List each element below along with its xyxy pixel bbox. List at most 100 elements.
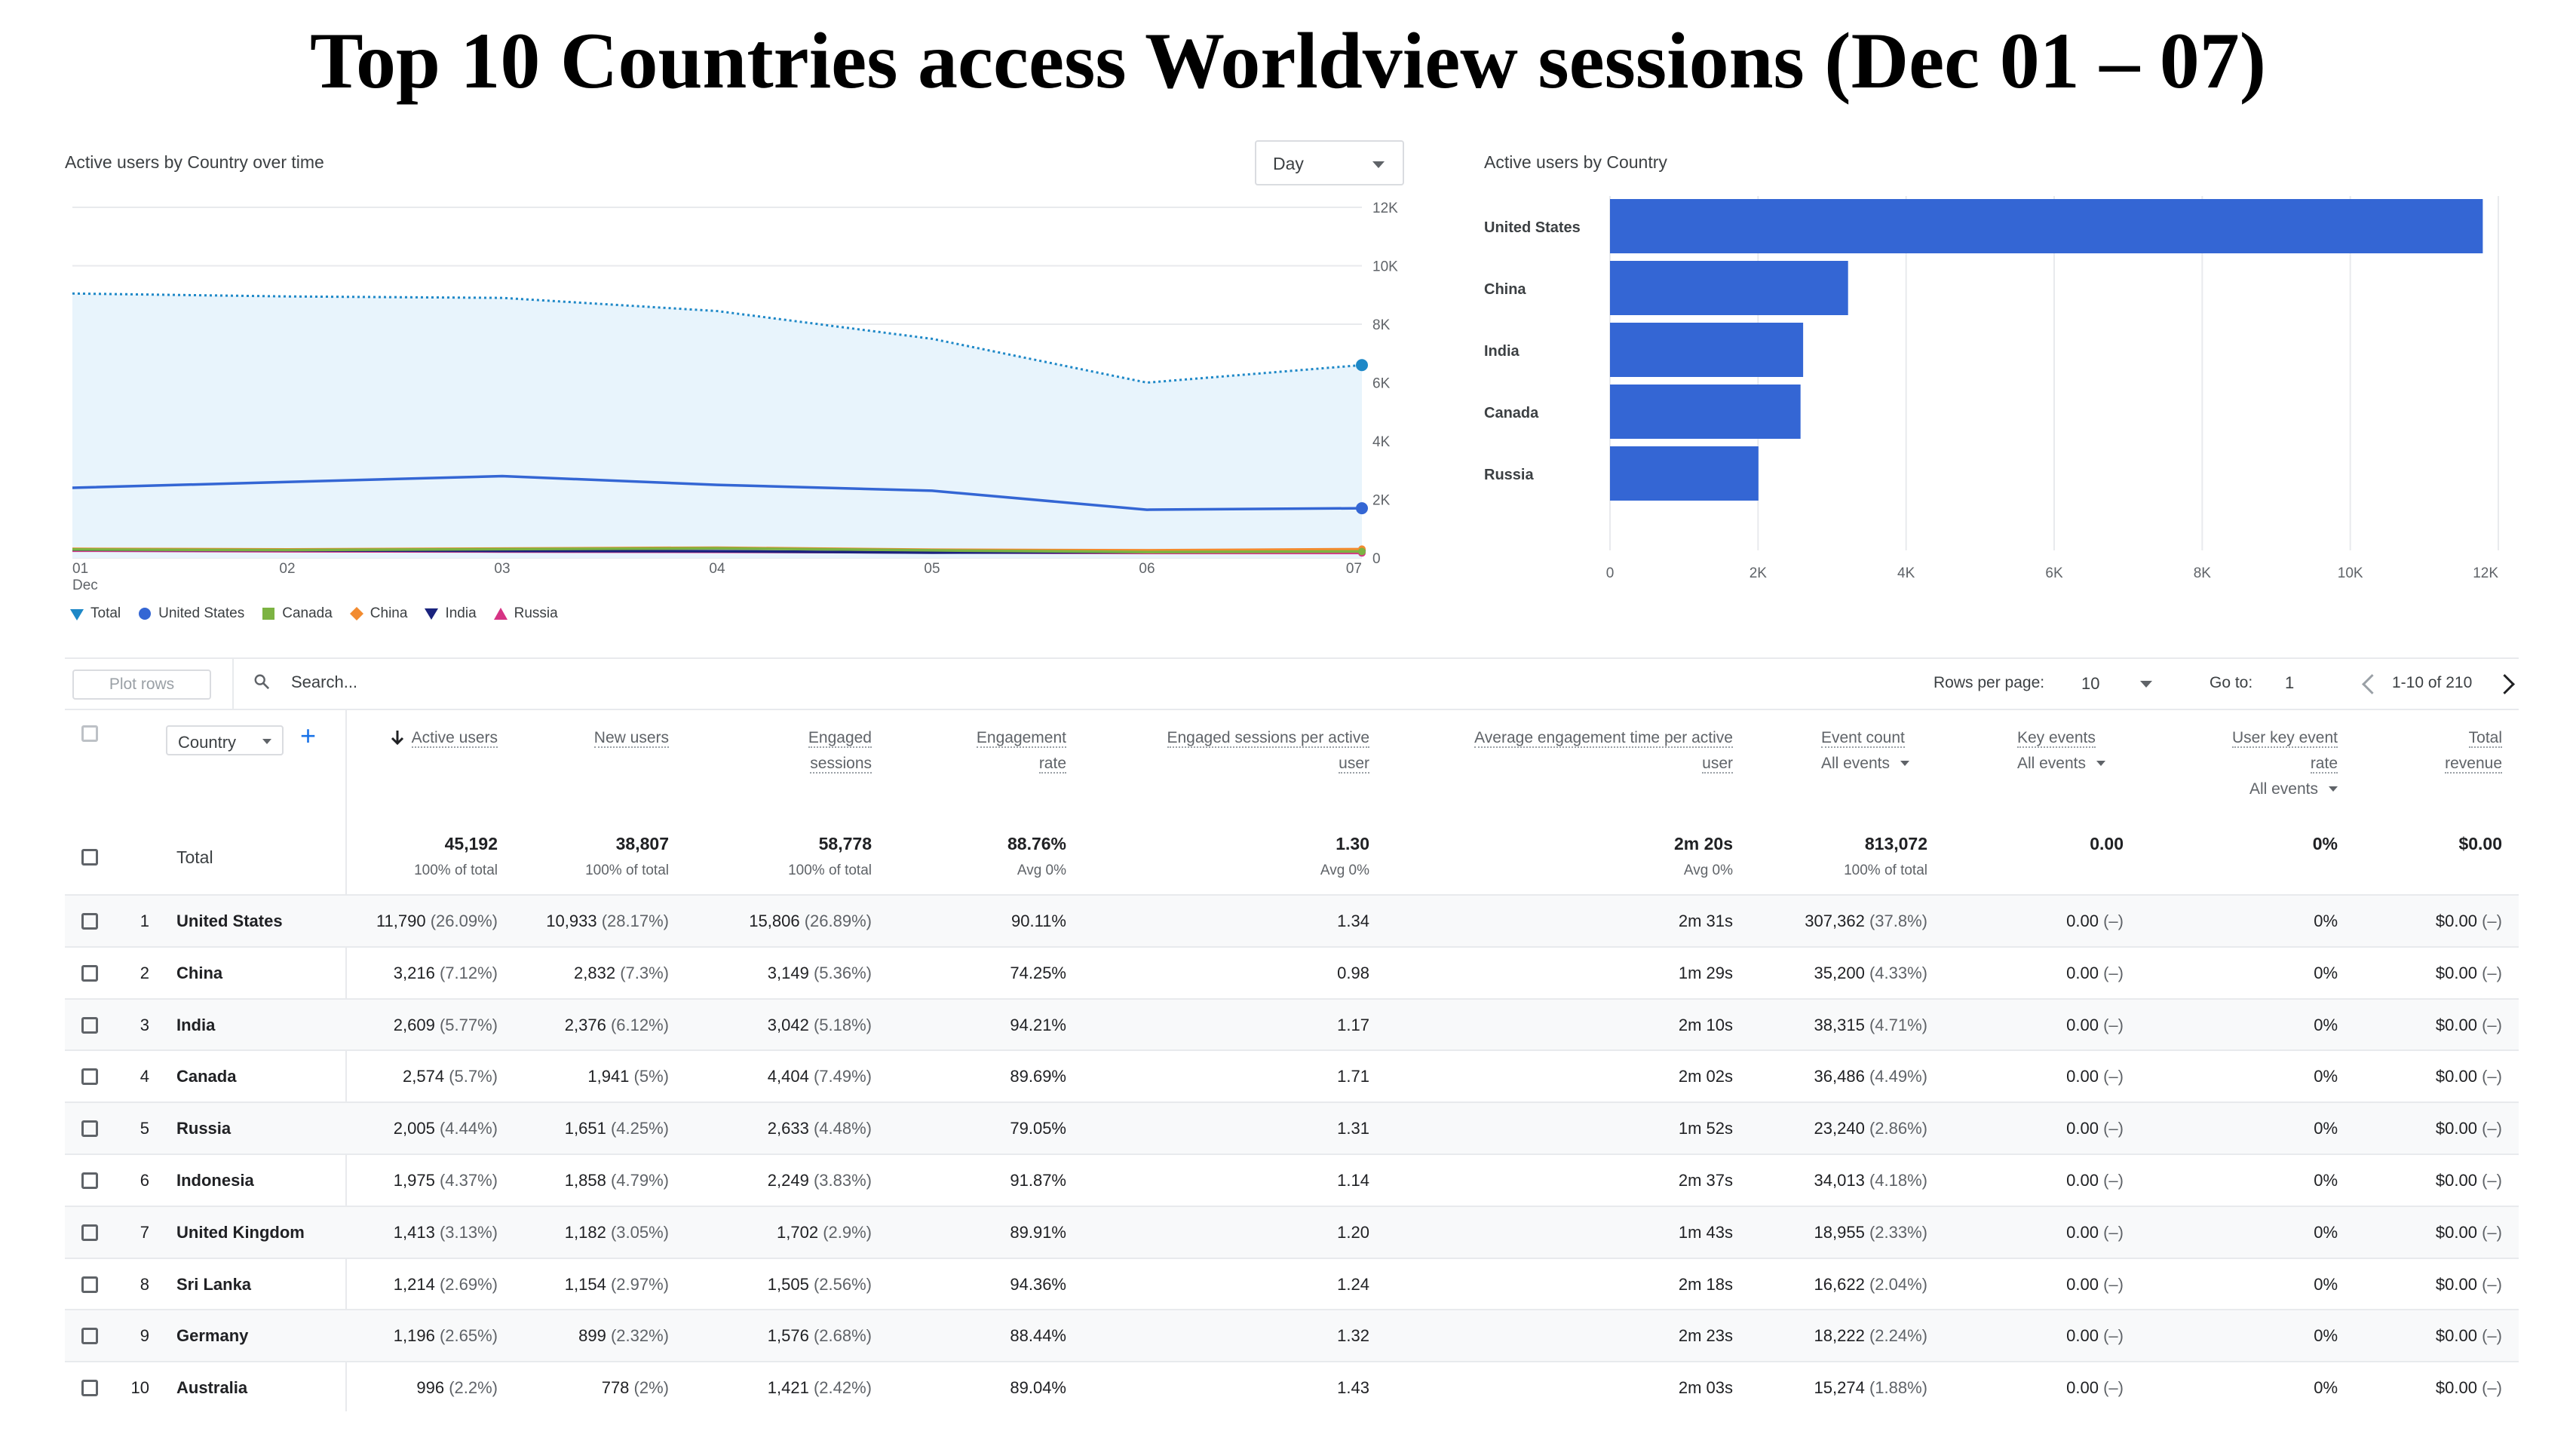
select-all-checkbox[interactable] (81, 725, 98, 742)
cell-sessions-per-user: 1.71 (1337, 1051, 1369, 1102)
legend-label: Total (90, 605, 121, 621)
granularity-value: Day (1273, 154, 1304, 173)
cell-active-users: 2,005 (4.44%) (394, 1103, 498, 1154)
table-row[interactable]: 1 United States 11,790 (26.09%) 10,933 (28.… (65, 894, 2519, 947)
line-chart-title: Active users by Country over time (65, 152, 324, 172)
cell-engaged-sessions: 1,702 (2.9%) (777, 1207, 872, 1258)
col-new-users[interactable]: New users (593, 725, 669, 751)
row-country-link: Indonesia (176, 1155, 254, 1206)
cell-value: $0.00 (2435, 912, 2477, 930)
table-row[interactable]: 6 Indonesia 1,975 (4.37%) 1,858 (4.79%) 2,24… (65, 1154, 2519, 1206)
cell-value: 0.00 (2066, 963, 2099, 982)
cell-value: 1,154 (564, 1274, 606, 1294)
cell-value: United States (176, 912, 283, 930)
cell-value: 74.25% (1010, 963, 1066, 982)
row-country-link: Russia (176, 1103, 231, 1154)
cell-event-count: 23,240 (2.86%) (1814, 1103, 1927, 1154)
col-key-events[interactable]: Key events All events (2016, 725, 2105, 777)
col-label-line-1: Total (2468, 729, 2502, 748)
legend-item[interactable]: Russia (493, 605, 558, 622)
table-row[interactable]: 10 Australia 996 (2.2%) 778 (2%) 1,421 (2.42… (65, 1361, 2519, 1414)
share-of-total: (–) (2482, 1067, 2502, 1086)
row-checkbox[interactable] (81, 1120, 98, 1138)
legend-item[interactable]: Total (69, 605, 121, 622)
share-of-total: (4.79%) (610, 1171, 669, 1190)
event-filter-label[interactable]: All events (2249, 780, 2318, 798)
table-row[interactable]: 4 Canada 2,574 (5.7%) 1,941 (5%) 4,404 (7.49… (65, 1049, 2519, 1102)
chevron-down-icon (1900, 761, 1909, 766)
cell-value: 36,486 (1814, 1067, 1865, 1086)
share-of-total: (–) (2103, 1171, 2124, 1190)
row-rank: 8 (125, 1259, 149, 1310)
goto-input[interactable]: 1 (2285, 673, 2295, 692)
legend-item[interactable]: India (424, 605, 477, 622)
table-row[interactable]: 5 Russia 2,005 (4.44%) 1,651 (4.25%) 2,633 (… (65, 1101, 2519, 1155)
col-total-revenue[interactable]: Total revenue (2445, 725, 2502, 777)
event-filter-label[interactable]: All events (2016, 755, 2086, 772)
row-checkbox[interactable] (81, 964, 98, 982)
cell-event-count: 16,622 (2.04%) (1814, 1259, 1927, 1310)
cell-user-key-event-rate: 0% (2314, 1000, 2338, 1051)
legend-swatch-icon (70, 609, 84, 620)
row-checkbox[interactable] (81, 1276, 98, 1293)
col-label-line-2: user (1702, 755, 1733, 774)
share-of-total: (3.05%) (610, 1222, 669, 1242)
row-checkbox[interactable] (81, 1172, 98, 1189)
granularity-select[interactable]: Day (1255, 140, 1404, 185)
search-input[interactable] (291, 673, 668, 692)
share-of-total: (2.33%) (1869, 1222, 1927, 1242)
col-event-count[interactable]: Event count All events (1820, 725, 1909, 777)
table-row[interactable]: 8 Sri Lanka 1,214 (2.69%) 1,154 (2.97%) 1,50… (65, 1257, 2519, 1310)
table-row[interactable]: 7 United Kingdom 1,413 (3.13%) 1,182 (3.05%… (65, 1205, 2519, 1258)
col-engaged-sessions[interactable]: Engaged sessions (808, 725, 872, 777)
event-filter-label[interactable]: All events (1820, 755, 1890, 772)
cell-value: 0% (2314, 1067, 2338, 1086)
row-rank: 4 (125, 1051, 149, 1102)
table-row[interactable]: 2 China 3,216 (7.12%) 2,832 (7.3%) 3,149 (5.… (65, 945, 2519, 999)
cell-engagement-rate: 89.91% (1010, 1207, 1066, 1258)
next-page-icon[interactable] (2495, 674, 2515, 694)
share-of-total: (2.65%) (439, 1326, 498, 1346)
row-rank: 10 (125, 1362, 149, 1414)
legend-item[interactable]: Canada (261, 605, 333, 622)
legend-item[interactable]: China (349, 605, 407, 622)
row-checkbox[interactable] (81, 1224, 98, 1241)
cell-value: 0.00 (2066, 1378, 2099, 1398)
cell-sessions-per-user: 1.20 (1337, 1207, 1369, 1258)
plot-rows-button[interactable]: Plot rows (72, 669, 211, 700)
total-sub: Avg 0% (1320, 863, 1369, 878)
cell-value: 1,975 (393, 1171, 435, 1190)
cell-value: 2m 10s (1678, 1015, 1733, 1034)
row-checkbox[interactable] (81, 913, 98, 930)
col-active-users[interactable]: Active users (391, 725, 498, 751)
add-dimension-icon[interactable]: + (300, 720, 317, 751)
cell-avg-engagement-time: 1m 52s (1679, 1103, 1733, 1154)
total-engaged-sessions: 58,778 (818, 834, 872, 853)
row-checkbox[interactable] (81, 1380, 98, 1397)
row-checkbox[interactable] (81, 1016, 98, 1034)
cell-value: $0.00 (2435, 1274, 2477, 1294)
row-country-link: Sri Lanka (176, 1259, 251, 1310)
row-checkbox[interactable] (81, 1068, 98, 1086)
col-new-users-label: New users (593, 729, 669, 748)
rows-per-page-select[interactable]: 10 (2074, 668, 2164, 698)
col-user-key-event-rate[interactable]: User key event rate All events (2231, 725, 2338, 802)
table-row[interactable]: 9 Germany 1,196 (2.65%) 899 (2.32%) 1,576 (2… (65, 1309, 2519, 1362)
col-engagement-rate[interactable]: Engagement rate (976, 725, 1066, 777)
share-of-total: (4.33%) (1869, 963, 1927, 982)
share-of-total: (–) (2103, 1378, 2124, 1398)
row-checkbox[interactable] (81, 1328, 98, 1345)
cell-new-users: 2,376 (6.12%) (565, 1000, 669, 1051)
cell-value: 778 (601, 1378, 630, 1398)
col-engaged-sessions-per-user[interactable]: Engaged sessions per active user (1167, 725, 1369, 777)
previous-page-icon[interactable] (2362, 674, 2382, 694)
col-avg-engagement-time[interactable]: Average engagement time per active user (1474, 725, 1733, 777)
cell-key-events: 0.00 (–) (2066, 896, 2124, 947)
dimension-select[interactable]: Country (166, 725, 284, 755)
legend-item[interactable]: United States (137, 605, 244, 622)
cell-new-users: 2,832 (7.3%) (574, 948, 669, 999)
cell-value: Australia (176, 1378, 248, 1398)
total-row-checkbox[interactable] (81, 849, 98, 866)
table-row[interactable]: 3 India 2,609 (5.77%) 2,376 (6.12%) 3,042 (5… (65, 997, 2519, 1051)
cell-engagement-rate: 89.69% (1010, 1051, 1066, 1102)
